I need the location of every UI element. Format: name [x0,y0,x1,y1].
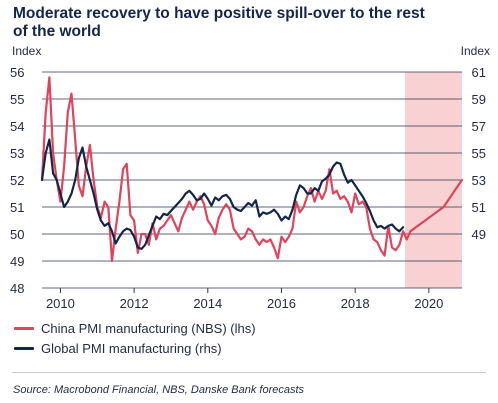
series-line-china [40,76,464,263]
legend-swatch-china [14,326,34,330]
right-tick-label: 53 [472,173,486,188]
x-tick-label: 2010 [46,296,75,311]
x-tick-label: 2012 [120,296,149,311]
chart-title: Moderate recovery to have positive spill… [13,5,425,40]
x-tick-label: 2014 [193,296,222,311]
right-tick-label: 55 [472,146,486,161]
right-axis-title: Index [461,44,490,58]
series-line-global [40,138,405,250]
left-tick-label: 49 [10,254,24,269]
right-tick-label: 51 [472,200,486,215]
left-tick-label: 53 [10,146,24,161]
gridlines [42,71,462,289]
left-tick-label: 51 [10,200,24,215]
right-tick-label: 49 [472,227,486,242]
left-tick-label: 48 [10,281,24,296]
left-tick-label: 54 [10,119,24,134]
source-note: Source: Macrobond Financial, NBS, Danske… [13,384,305,396]
left-tick-label: 50 [10,227,24,242]
x-tick-label: 2016 [267,296,296,311]
x-tick-label: 2018 [341,296,370,311]
right-tick-label: 59 [472,92,486,107]
legend: China PMI manufacturing (NBS) (lhs) Glob… [14,318,256,358]
right-tick-label: 57 [472,119,486,134]
legend-label-china: China PMI manufacturing (NBS) (lhs) [41,320,256,336]
axis-labels: 48 49 50 51 52 53 54 55 56 49 51 53 55 57 59 61 Index Ind… [10,44,490,311]
left-axis-title: Index [12,44,41,58]
left-tick-label: 56 [10,65,24,80]
left-tick-label: 55 [10,92,24,107]
legend-item-china: China PMI manufacturing (NBS) (lhs) [14,318,256,338]
left-tick-label: 52 [10,173,24,188]
legend-label-global: Global PMI manufacturing (rhs) [41,340,222,356]
divider [12,372,486,373]
right-tick-label: 61 [472,65,486,80]
series-lines [40,76,464,263]
legend-item-global: Global PMI manufacturing (rhs) [14,338,256,358]
legend-swatch-global [14,346,34,350]
x-tick-label: 2020 [414,296,443,311]
